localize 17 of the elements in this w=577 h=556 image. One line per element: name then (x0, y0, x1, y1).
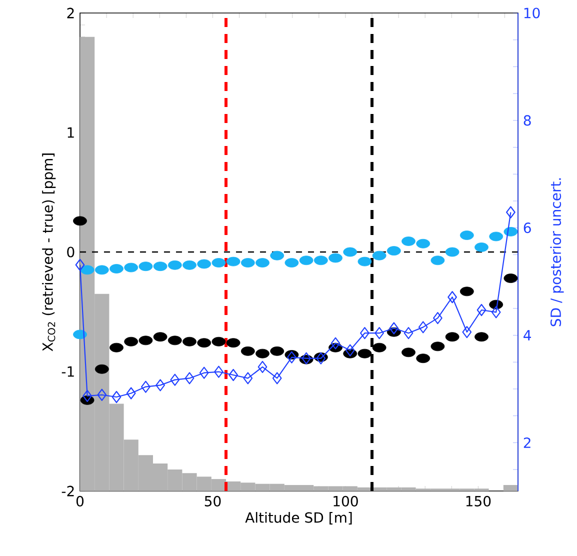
x-axis-title: Altitude SD [m] (245, 512, 352, 524)
y-axis-title: X$_{CO2}$ (retrieved - true) [ppm] (42, 154, 56, 352)
y2-tick-label: 6 (524, 222, 531, 234)
x-tick-label: 150 (466, 496, 491, 506)
y-tick-label: -2 (62, 486, 74, 496)
x-tick-label: 0 (76, 496, 84, 506)
y2-tick-label: 10 (524, 8, 540, 18)
y-tick-label: 0 (67, 246, 74, 258)
y2-tick-label: 2 (524, 437, 530, 448)
y2-tick-label: 4 (524, 330, 531, 340)
x-tick-label: 100 (334, 496, 358, 506)
y-tick-label: 2 (67, 8, 74, 18)
y-tick-label: -1 (62, 366, 74, 377)
y2-axis-title: SD / posterior uncert. (550, 178, 564, 326)
y2-tick-label: 8 (524, 115, 531, 126)
x-tick-label: 50 (204, 496, 221, 506)
y-tick-label: 1 (68, 127, 74, 138)
